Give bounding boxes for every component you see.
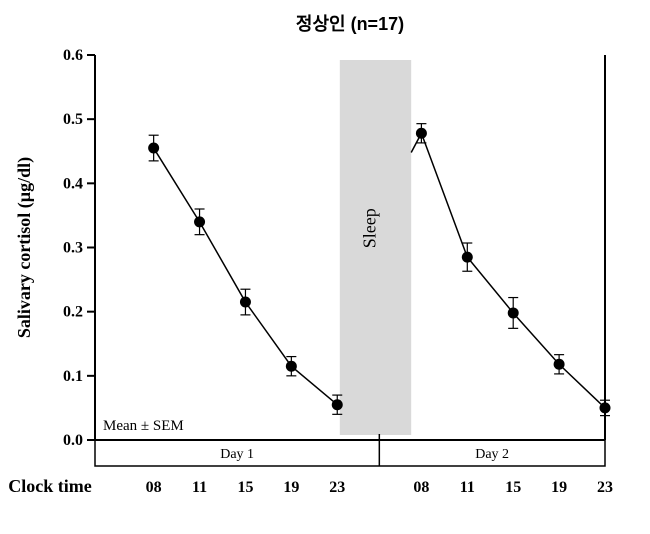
day2-label: Day 2 [475, 447, 509, 462]
chart-container: Sleep 0.0 0.1 0.2 0.3 0.4 0.5 0.6 Salivary corti… [0, 0, 650, 534]
data-marker [600, 402, 611, 413]
data-marker [462, 252, 473, 263]
ytick-label: 0.2 [63, 304, 83, 321]
ytick-label: 0.3 [63, 240, 83, 257]
data-marker [286, 361, 297, 372]
xtick-label: 23 [597, 479, 613, 496]
series-line [154, 148, 338, 405]
day1-label: Day 1 [220, 447, 254, 462]
data-marker [508, 307, 519, 318]
xtick-label: 08 [146, 479, 162, 496]
data-marker [148, 143, 159, 154]
data-marker [194, 216, 205, 227]
xtick-label: 23 [329, 479, 345, 496]
xtick-label: 19 [551, 479, 567, 496]
chart-svg: Sleep 0.0 0.1 0.2 0.3 0.4 0.5 0.6 Salivary corti… [0, 0, 650, 534]
xtick-label: 15 [237, 479, 253, 496]
xtick-label: 08 [413, 479, 429, 496]
xtick-label: 11 [460, 479, 475, 496]
ytick-label: 0.1 [63, 368, 83, 385]
ytick-label: 0.4 [63, 175, 83, 192]
xtick-label: 15 [505, 479, 521, 496]
data-marker [240, 297, 251, 308]
day-axis-box [95, 440, 605, 466]
data-marker [554, 359, 565, 370]
y-axis-label: Salivary cortisol (µg/dl) [14, 157, 35, 338]
note-mean-sem: Mean ± SEM [103, 418, 184, 434]
xtick-label: 19 [283, 479, 299, 496]
chart-title: 정상인 (n=17) [296, 14, 404, 34]
sleep-label: Sleep [360, 208, 380, 248]
ytick-label: 0.6 [63, 47, 83, 64]
xtick-label: 11 [192, 479, 207, 496]
ytick-label: 0.5 [63, 111, 83, 128]
ytick-label: 0.0 [63, 432, 83, 449]
x-axis-label: Clock time [8, 476, 91, 496]
series-line [421, 133, 605, 408]
data-marker [332, 399, 343, 410]
